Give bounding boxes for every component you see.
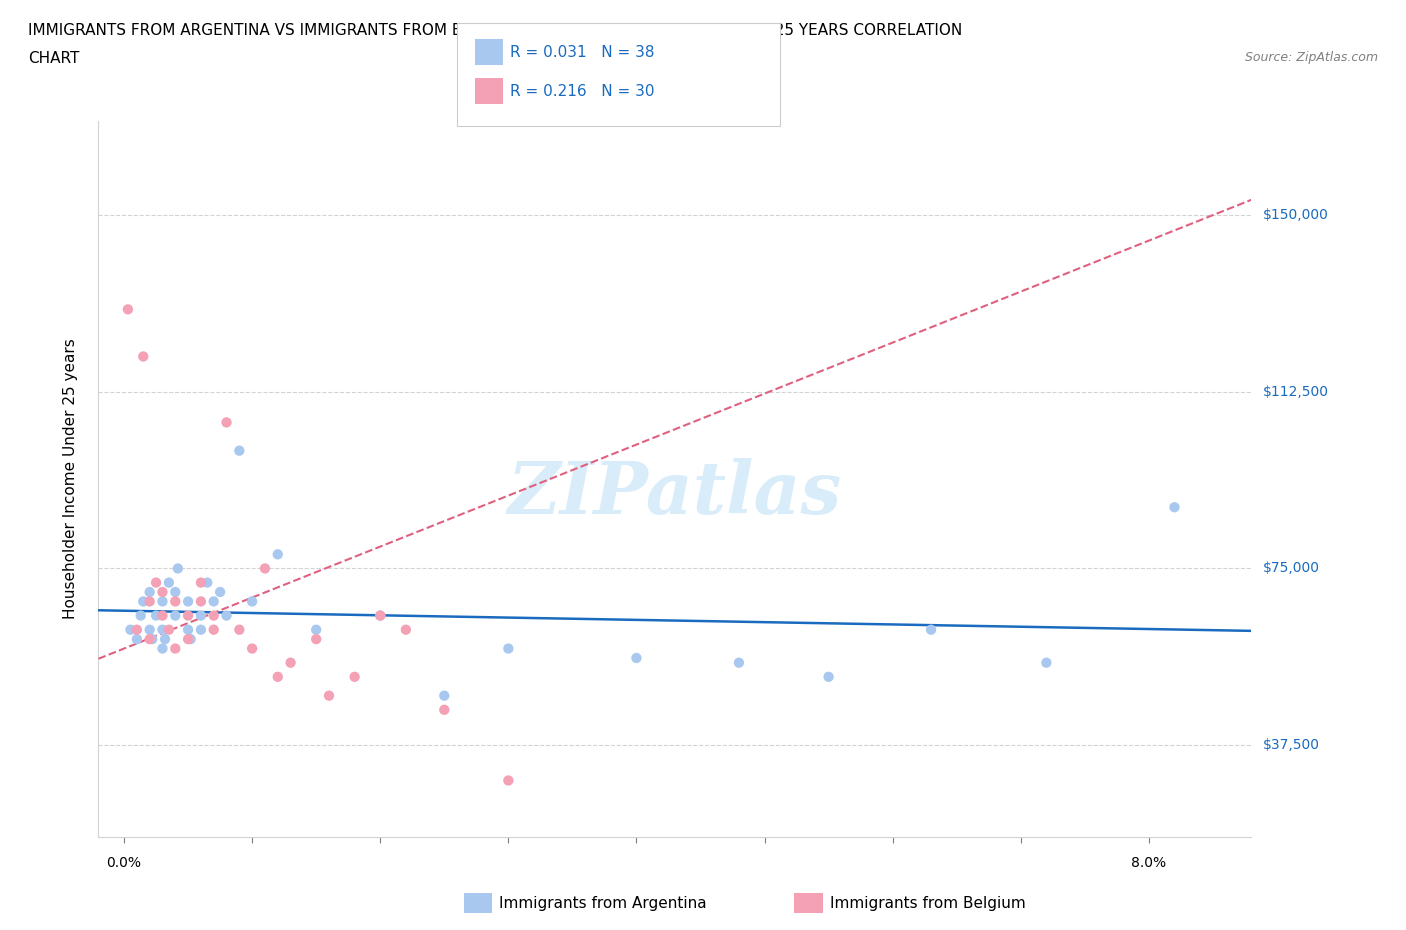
Point bbox=[165, 641, 187, 656]
Point bbox=[152, 608, 174, 623]
Point bbox=[433, 688, 456, 703]
Point bbox=[165, 594, 187, 609]
Point bbox=[190, 608, 212, 623]
Point bbox=[280, 656, 302, 671]
Text: $75,000: $75,000 bbox=[1263, 562, 1319, 576]
Point bbox=[125, 631, 148, 646]
Point bbox=[498, 641, 520, 656]
Point bbox=[728, 656, 751, 671]
Point bbox=[433, 702, 456, 717]
Point bbox=[228, 444, 250, 458]
Point bbox=[129, 608, 152, 623]
Point bbox=[190, 575, 212, 590]
Point bbox=[267, 670, 290, 684]
Point bbox=[368, 608, 391, 623]
Text: CHART: CHART bbox=[28, 51, 80, 66]
Point bbox=[626, 651, 648, 666]
Y-axis label: Householder Income Under 25 years: Householder Income Under 25 years bbox=[63, 339, 77, 619]
Point bbox=[177, 608, 200, 623]
Text: R = 0.216   N = 30: R = 0.216 N = 30 bbox=[510, 84, 655, 99]
Point bbox=[215, 608, 238, 623]
Point bbox=[202, 594, 225, 609]
Text: R = 0.031   N = 38: R = 0.031 N = 38 bbox=[510, 45, 655, 60]
Text: $150,000: $150,000 bbox=[1263, 208, 1329, 222]
Point bbox=[195, 575, 218, 590]
Point bbox=[141, 631, 163, 646]
Point bbox=[177, 631, 200, 646]
Point bbox=[228, 622, 250, 637]
Text: 8.0%: 8.0% bbox=[1132, 856, 1167, 870]
Point bbox=[152, 585, 174, 600]
Point bbox=[125, 622, 148, 637]
Point bbox=[157, 622, 180, 637]
Point bbox=[132, 594, 155, 609]
Point bbox=[180, 631, 202, 646]
Point bbox=[305, 622, 328, 637]
Point bbox=[190, 594, 212, 609]
Point bbox=[152, 641, 174, 656]
Point bbox=[166, 561, 188, 576]
Point bbox=[1163, 499, 1185, 514]
Point bbox=[240, 641, 263, 656]
Point bbox=[157, 575, 180, 590]
Point bbox=[253, 561, 276, 576]
Point bbox=[209, 585, 232, 600]
Point bbox=[318, 688, 340, 703]
Text: Immigrants from Belgium: Immigrants from Belgium bbox=[830, 896, 1025, 910]
Point bbox=[498, 773, 520, 788]
Point bbox=[138, 585, 160, 600]
Point bbox=[132, 349, 155, 364]
Point bbox=[920, 622, 942, 637]
Text: 0.0%: 0.0% bbox=[107, 856, 142, 870]
Point bbox=[152, 594, 174, 609]
Point bbox=[343, 670, 366, 684]
Point bbox=[117, 302, 139, 317]
Text: $112,500: $112,500 bbox=[1263, 385, 1329, 399]
Point bbox=[368, 608, 391, 623]
Point bbox=[202, 622, 225, 637]
Text: $37,500: $37,500 bbox=[1263, 738, 1319, 752]
Point bbox=[817, 670, 839, 684]
Point bbox=[177, 622, 200, 637]
Text: Immigrants from Argentina: Immigrants from Argentina bbox=[499, 896, 707, 910]
Text: ZIPatlas: ZIPatlas bbox=[508, 458, 842, 529]
Point bbox=[190, 622, 212, 637]
Point bbox=[202, 608, 225, 623]
Text: Source: ZipAtlas.com: Source: ZipAtlas.com bbox=[1244, 51, 1378, 64]
Point bbox=[153, 631, 176, 646]
Point bbox=[1035, 656, 1057, 671]
Point bbox=[138, 594, 160, 609]
Point bbox=[165, 585, 187, 600]
Point bbox=[395, 622, 418, 637]
Point bbox=[120, 622, 142, 637]
Point bbox=[240, 594, 263, 609]
Point bbox=[305, 631, 328, 646]
Point bbox=[215, 415, 238, 430]
Point bbox=[177, 594, 200, 609]
Point bbox=[267, 547, 290, 562]
Point bbox=[145, 608, 167, 623]
Point bbox=[152, 622, 174, 637]
Text: IMMIGRANTS FROM ARGENTINA VS IMMIGRANTS FROM BELGIUM HOUSEHOLDER INCOME UNDER 25: IMMIGRANTS FROM ARGENTINA VS IMMIGRANTS … bbox=[28, 23, 962, 38]
Point bbox=[145, 575, 167, 590]
Point bbox=[165, 608, 187, 623]
Point bbox=[138, 631, 160, 646]
Point bbox=[138, 622, 160, 637]
